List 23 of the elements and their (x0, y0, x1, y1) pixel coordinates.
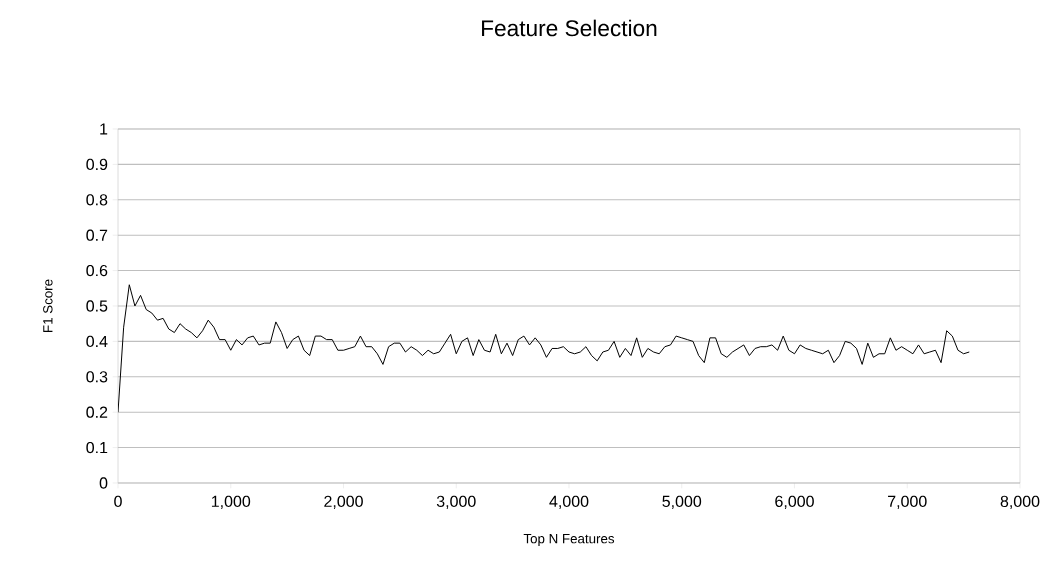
y-tick-label: 0.7 (86, 229, 108, 241)
x-tick-label: 7,000 (888, 495, 927, 509)
x-tick-label: 0 (114, 495, 122, 508)
x-tick-label: 8,000 (1000, 495, 1040, 509)
x-tick-label: 5,000 (662, 495, 702, 509)
y-tick-label: 0.3 (86, 371, 108, 383)
y-tick-label: 0.4 (86, 335, 108, 348)
x-axis-title: Top N Features (523, 534, 615, 546)
x-tick-label: 6,000 (775, 495, 814, 509)
y-tick-label: 0.5 (86, 300, 108, 312)
y-axis-title: F1 Score (43, 279, 53, 332)
x-tick-label: 3,000 (436, 495, 476, 509)
y-tick-label: 0.1 (86, 441, 108, 454)
y-tick-label: 0.6 (86, 264, 108, 277)
x-tick-label: 2,000 (324, 495, 363, 509)
y-tick-label: 1 (100, 123, 108, 135)
chart-title: Feature Selection (482, 19, 657, 37)
x-tick-label: 4,000 (549, 495, 589, 509)
y-tick-label: 0.9 (86, 158, 108, 171)
y-tick-label: 0 (99, 477, 108, 489)
y-tick-label: 0.2 (86, 406, 108, 418)
x-tick-label: 1,000 (211, 495, 251, 509)
y-tick-label: 0.8 (86, 194, 108, 206)
